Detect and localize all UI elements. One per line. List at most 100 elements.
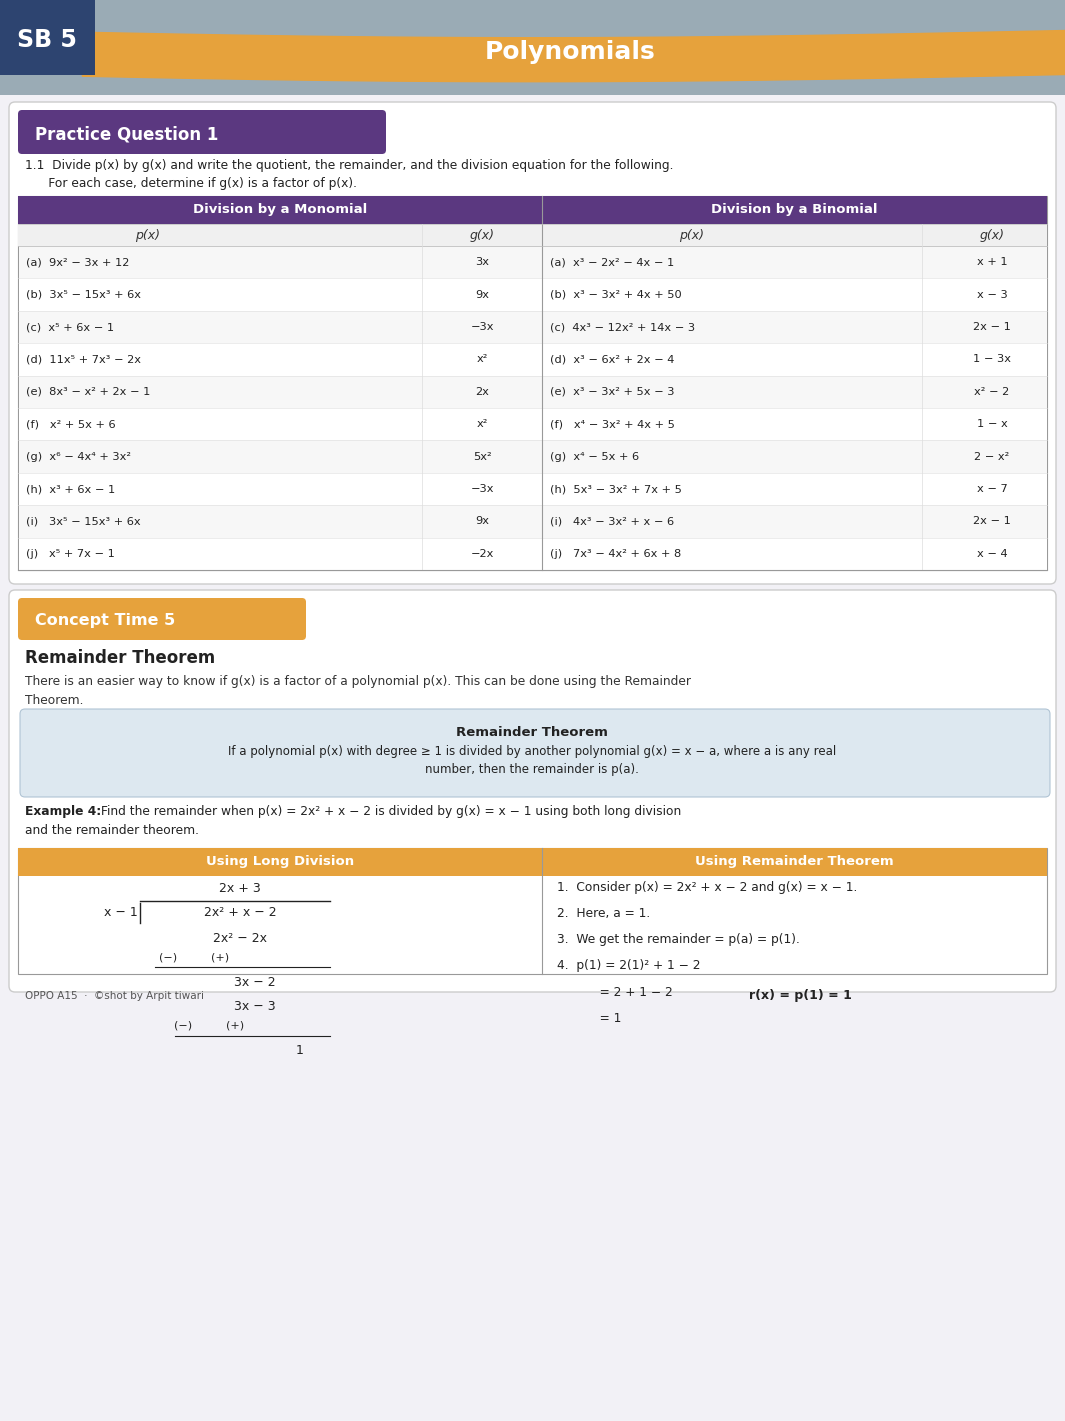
Text: (f)   x² + 5x + 6: (f) x² + 5x + 6 xyxy=(26,419,116,429)
Text: Remainder Theorem: Remainder Theorem xyxy=(456,726,608,739)
Bar xyxy=(542,848,1047,875)
Text: Using Long Division: Using Long Division xyxy=(206,855,354,868)
Bar xyxy=(19,506,542,537)
Bar xyxy=(543,279,1047,311)
Text: and the remainder theorem.: and the remainder theorem. xyxy=(24,824,199,837)
Text: 9x: 9x xyxy=(475,290,489,300)
Text: Example 4:: Example 4: xyxy=(24,806,101,818)
FancyBboxPatch shape xyxy=(18,598,306,639)
Bar xyxy=(543,311,1047,344)
Text: 3x: 3x xyxy=(475,257,489,267)
Text: 5x²: 5x² xyxy=(473,452,491,462)
Bar xyxy=(542,196,1047,225)
Text: 2x: 2x xyxy=(475,387,489,396)
Text: number, then the remainder is p(a).: number, then the remainder is p(a). xyxy=(425,763,639,776)
Text: (d)  11x⁵ + 7x³ − 2x: (d) 11x⁵ + 7x³ − 2x xyxy=(26,354,141,364)
Text: (b)  3x⁵ − 15x³ + 6x: (b) 3x⁵ − 15x³ + 6x xyxy=(26,290,141,300)
Text: (h)  5x³ − 3x² + 7x + 5: (h) 5x³ − 3x² + 7x + 5 xyxy=(550,485,682,495)
Text: (+): (+) xyxy=(226,1022,244,1032)
Text: Division by a Monomial: Division by a Monomial xyxy=(193,203,367,216)
Text: g(x): g(x) xyxy=(980,229,1004,242)
Text: = 1: = 1 xyxy=(557,1012,621,1025)
Bar xyxy=(543,375,1047,408)
Text: (e)  8x³ − x² + 2x − 1: (e) 8x³ − x² + 2x − 1 xyxy=(26,387,150,396)
Bar xyxy=(543,506,1047,537)
Text: (a)  x³ − 2x² − 4x − 1: (a) x³ − 2x² − 4x − 1 xyxy=(550,257,674,267)
Text: SB 5: SB 5 xyxy=(17,28,77,53)
Bar xyxy=(19,441,542,473)
Text: There is an easier way to know if g(x) is a factor of a polynomial p(x). This ca: There is an easier way to know if g(x) i… xyxy=(24,675,691,689)
Bar xyxy=(543,344,1047,375)
Text: 3x − 3: 3x − 3 xyxy=(234,1000,276,1013)
Bar xyxy=(19,537,542,570)
Text: (−): (−) xyxy=(174,1022,192,1032)
Text: (e)  x³ − 3x² + 5x − 3: (e) x³ − 3x² + 5x − 3 xyxy=(550,387,674,396)
Text: Concept Time 5: Concept Time 5 xyxy=(35,614,176,628)
Text: For each case, determine if g(x) is a factor of p(x).: For each case, determine if g(x) is a fa… xyxy=(24,178,357,190)
Text: (g)  x⁴ − 5x + 6: (g) x⁴ − 5x + 6 xyxy=(550,452,639,462)
Text: 3.  We get the remainder = p(a) = p(1).: 3. We get the remainder = p(a) = p(1). xyxy=(557,934,800,946)
Text: x²: x² xyxy=(476,354,488,364)
Bar xyxy=(19,279,542,311)
Text: (+): (+) xyxy=(211,952,229,962)
Text: Find the remainder when p(x) = 2x² + x − 2 is divided by g(x) = x − 1 using both: Find the remainder when p(x) = 2x² + x −… xyxy=(97,806,682,818)
Text: (j)   7x³ − 4x² + 6x + 8: (j) 7x³ − 4x² + 6x + 8 xyxy=(550,549,682,558)
Text: (f)   x⁴ − 3x² + 4x + 5: (f) x⁴ − 3x² + 4x + 5 xyxy=(550,419,675,429)
Text: (b)  x³ − 3x² + 4x + 50: (b) x³ − 3x² + 4x + 50 xyxy=(550,290,682,300)
Text: 2.  Here, a = 1.: 2. Here, a = 1. xyxy=(557,908,651,921)
Text: x − 3: x − 3 xyxy=(977,290,1007,300)
FancyBboxPatch shape xyxy=(9,590,1056,992)
Text: (c)  x⁵ + 6x − 1: (c) x⁵ + 6x − 1 xyxy=(26,323,114,333)
Text: Polynomials: Polynomials xyxy=(485,40,655,64)
Bar xyxy=(19,408,542,441)
Text: 2x² + x − 2: 2x² + x − 2 xyxy=(203,907,276,919)
Text: Practice Question 1: Practice Question 1 xyxy=(35,125,218,144)
Text: x − 4: x − 4 xyxy=(977,549,1007,558)
Text: (i)   4x³ − 3x² + x − 6: (i) 4x³ − 3x² + x − 6 xyxy=(550,516,674,526)
Bar xyxy=(543,473,1047,506)
Text: 9x: 9x xyxy=(475,516,489,526)
Text: (i)   3x⁵ − 15x³ + 6x: (i) 3x⁵ − 15x³ + 6x xyxy=(26,516,141,526)
Text: x² − 2: x² − 2 xyxy=(974,387,1010,396)
Text: 2x − 1: 2x − 1 xyxy=(973,323,1011,333)
FancyBboxPatch shape xyxy=(20,709,1050,797)
Text: x − 1: x − 1 xyxy=(104,907,138,919)
Text: 1 − 3x: 1 − 3x xyxy=(973,354,1011,364)
Bar xyxy=(0,0,95,75)
Text: (d)  x³ − 6x² + 2x − 4: (d) x³ − 6x² + 2x − 4 xyxy=(550,354,674,364)
Bar xyxy=(543,246,1047,279)
Text: −2x: −2x xyxy=(471,549,494,558)
FancyBboxPatch shape xyxy=(18,109,386,153)
Bar xyxy=(19,473,542,506)
Bar xyxy=(18,196,542,225)
Text: 2 − x²: 2 − x² xyxy=(974,452,1010,462)
Bar xyxy=(18,848,1047,973)
Text: = 2 + 1 − 2: = 2 + 1 − 2 xyxy=(557,986,673,999)
Text: 1: 1 xyxy=(296,1044,304,1057)
Bar xyxy=(19,375,542,408)
Bar xyxy=(543,441,1047,473)
Bar xyxy=(543,408,1047,441)
Text: Division by a Binomial: Division by a Binomial xyxy=(711,203,878,216)
Text: Remainder Theorem: Remainder Theorem xyxy=(24,649,215,666)
Text: 2x + 3: 2x + 3 xyxy=(219,881,261,894)
Text: 1.  Consider p(x) = 2x² + x − 2 and g(x) = x − 1.: 1. Consider p(x) = 2x² + x − 2 and g(x) … xyxy=(557,881,857,894)
Text: (j)   x⁵ + 7x − 1: (j) x⁵ + 7x − 1 xyxy=(26,549,115,558)
Bar xyxy=(19,311,542,344)
Text: (−): (−) xyxy=(159,952,177,962)
Bar xyxy=(18,848,542,875)
Text: x − 7: x − 7 xyxy=(977,485,1007,495)
FancyBboxPatch shape xyxy=(9,102,1056,584)
Text: OPPO A15  ·  ©shot by Arpit tiwari: OPPO A15 · ©shot by Arpit tiwari xyxy=(24,990,204,1000)
Text: 1.1  Divide p(x) by g(x) and write the quotient, the remainder, and the division: 1.1 Divide p(x) by g(x) and write the qu… xyxy=(24,159,673,172)
Bar xyxy=(0,0,1065,95)
Bar xyxy=(543,537,1047,570)
Text: Theorem.: Theorem. xyxy=(24,693,83,706)
Text: x + 1: x + 1 xyxy=(977,257,1007,267)
Text: (g)  x⁶ − 4x⁴ + 3x²: (g) x⁶ − 4x⁴ + 3x² xyxy=(26,452,131,462)
Text: r(x) = p(1) = 1: r(x) = p(1) = 1 xyxy=(749,989,851,1002)
Text: 3x − 2: 3x − 2 xyxy=(234,975,276,989)
Text: Using Remainder Theorem: Using Remainder Theorem xyxy=(695,855,894,868)
Text: 4.  p(1) = 2(1)² + 1 − 2: 4. p(1) = 2(1)² + 1 − 2 xyxy=(557,959,701,972)
Bar xyxy=(19,344,542,375)
